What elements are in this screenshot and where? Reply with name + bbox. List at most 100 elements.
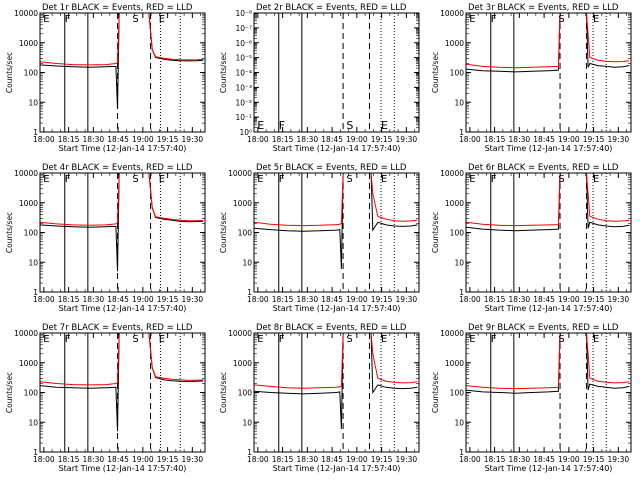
marker-letter-S: S <box>346 174 352 185</box>
y-axis-label: Counts/sec <box>5 372 14 413</box>
marker-letter-E: E <box>43 14 49 25</box>
x-tick-label: 18:45 <box>321 455 343 464</box>
x-tick-label: 19:00 <box>132 455 154 464</box>
y-tick-label: 1 <box>33 128 38 137</box>
y-tick-label: 10 <box>28 418 38 427</box>
marker-letter-S: S <box>132 334 138 345</box>
x-tick-label: 18:30 <box>509 455 531 464</box>
y-tick-label: 10000 <box>14 329 38 338</box>
x-tick-label: 18:15 <box>272 135 294 144</box>
x-tick-label: 19:30 <box>608 135 630 144</box>
y-axis-label: Counts/sec <box>219 52 228 93</box>
marker-letter-S: S <box>346 334 352 345</box>
y-tick-label: 1 <box>459 128 464 137</box>
x-tick-label: 18:15 <box>484 455 506 464</box>
y-tick-label: 10 <box>28 98 38 107</box>
lld-series-line <box>40 13 204 66</box>
x-tick-label: 18:00 <box>247 295 269 304</box>
lld-series-line <box>466 173 630 227</box>
events-series-line <box>40 173 204 272</box>
x-tick-label: 19:15 <box>371 295 393 304</box>
y-axis-label: Counts/sec <box>431 212 440 253</box>
x-axis-label: Start Time (12-Jan-14 17:57:40) <box>485 304 613 313</box>
y-tick-label: 10000 <box>440 169 464 178</box>
x-tick-label: 18:45 <box>107 135 129 144</box>
marker-letter-E: E <box>593 174 599 185</box>
plot-frame <box>253 172 420 293</box>
x-tick-label: 19:15 <box>157 455 179 464</box>
y-tick-label: 10 <box>28 258 38 267</box>
detector-panel-1: Det 1r BLACK = Events, RED = LLD 1 10 100 10… <box>5 3 206 153</box>
detector-panel-9: Det 9r BLACK = Events, RED = LLD 1 10 100 10… <box>431 323 632 473</box>
x-tick-label: 18:30 <box>297 455 319 464</box>
x-tick-label: 19:00 <box>558 135 580 144</box>
x-axis-label: Start Time (12-Jan-14 17:57:40) <box>59 464 187 473</box>
y-tick-label: 10 <box>454 98 464 107</box>
x-tick-label: 18:00 <box>33 455 55 464</box>
y-axis-label: Counts/sec <box>431 372 440 413</box>
marker-letter-S: S <box>558 334 564 345</box>
x-tick-label: 18:15 <box>484 135 506 144</box>
y-tick-label: 10000 <box>14 169 38 178</box>
y-tick-label: 1000 <box>233 199 252 208</box>
y-tick-label: 100 <box>450 229 465 238</box>
marker-letter-F: F <box>65 14 71 25</box>
detector-panel-4: Det 4r BLACK = Events, RED = LLD 1 10 100 10… <box>5 163 206 313</box>
y-tick-label: 1000 <box>445 359 464 368</box>
x-axis-label: Start Time (12-Jan-14 17:57:40) <box>273 464 401 473</box>
marker-letter-E: E <box>593 14 599 25</box>
y-tick-label: 10000 <box>228 169 252 178</box>
detector-panel-6: Det 6r BLACK = Events, RED = LLD 1 10 100 10… <box>431 163 632 313</box>
y-tick-label: 10⁻² <box>235 98 252 107</box>
x-tick-label: 19:00 <box>346 455 368 464</box>
y-tick-label: 10 <box>454 258 464 267</box>
x-tick-label: 18:45 <box>533 135 555 144</box>
marker-letter-E: E <box>381 119 388 132</box>
x-tick-label: 18:15 <box>58 455 80 464</box>
x-axis-label: Start Time (12-Jan-14 17:57:40) <box>485 144 613 153</box>
panel-title: Det 6r BLACK = Events, RED = LLD <box>468 163 619 173</box>
x-tick-label: 18:30 <box>509 135 531 144</box>
panel-title: Det 7r BLACK = Events, RED = LLD <box>42 323 193 333</box>
x-tick-label: 18:30 <box>297 135 319 144</box>
x-tick-label: 19:30 <box>396 295 418 304</box>
x-tick-label: 18:15 <box>58 295 80 304</box>
marker-letter-E: E <box>43 334 49 345</box>
marker-letter-E: E <box>381 334 387 345</box>
x-tick-label: 18:45 <box>321 135 343 144</box>
marker-letter-E: E <box>257 334 263 345</box>
y-tick-label: 100 <box>24 229 39 238</box>
y-tick-label: 10⁻³ <box>235 83 252 92</box>
marker-letter-S: S <box>132 174 138 185</box>
marker-letter-E: E <box>469 334 475 345</box>
x-tick-label: 19:30 <box>396 455 418 464</box>
detector-panel-8: Det 8r BLACK = Events, RED = LLD 1 10 100 10… <box>219 323 420 473</box>
x-axis-label: Start Time (12-Jan-14 17:57:40) <box>59 304 187 313</box>
y-tick-label: 1000 <box>19 199 38 208</box>
marker-letter-S: S <box>346 119 353 132</box>
marker-letter-E: E <box>469 174 475 185</box>
marker-letter-E: E <box>257 119 264 132</box>
events-series-line <box>466 333 630 394</box>
events-series-line <box>254 333 418 429</box>
marker-letter-E: E <box>43 174 49 185</box>
x-tick-label: 18:15 <box>272 455 294 464</box>
x-axis-label: Start Time (12-Jan-14 17:57:40) <box>59 144 187 153</box>
x-tick-label: 19:15 <box>583 295 605 304</box>
x-tick-label: 19:15 <box>583 455 605 464</box>
panel-title: Det 9r BLACK = Events, RED = LLD <box>468 323 619 333</box>
marker-letter-F: F <box>279 119 285 132</box>
y-axis-label: Counts/sec <box>5 52 14 93</box>
y-axis-label: Counts/sec <box>431 52 440 93</box>
x-tick-label: 19:15 <box>157 135 179 144</box>
plot-frame <box>253 12 420 133</box>
y-tick-label: 100 <box>450 69 465 78</box>
marker-letter-E: E <box>159 14 165 25</box>
x-tick-label: 19:30 <box>182 135 204 144</box>
detector-panel-5: Det 5r BLACK = Events, RED = LLD 1 10 100 10… <box>219 163 420 313</box>
y-tick-label: 1000 <box>19 39 38 48</box>
y-tick-label: 1000 <box>19 359 38 368</box>
marker-letter-E: E <box>469 14 475 25</box>
lld-series-line <box>40 333 204 386</box>
